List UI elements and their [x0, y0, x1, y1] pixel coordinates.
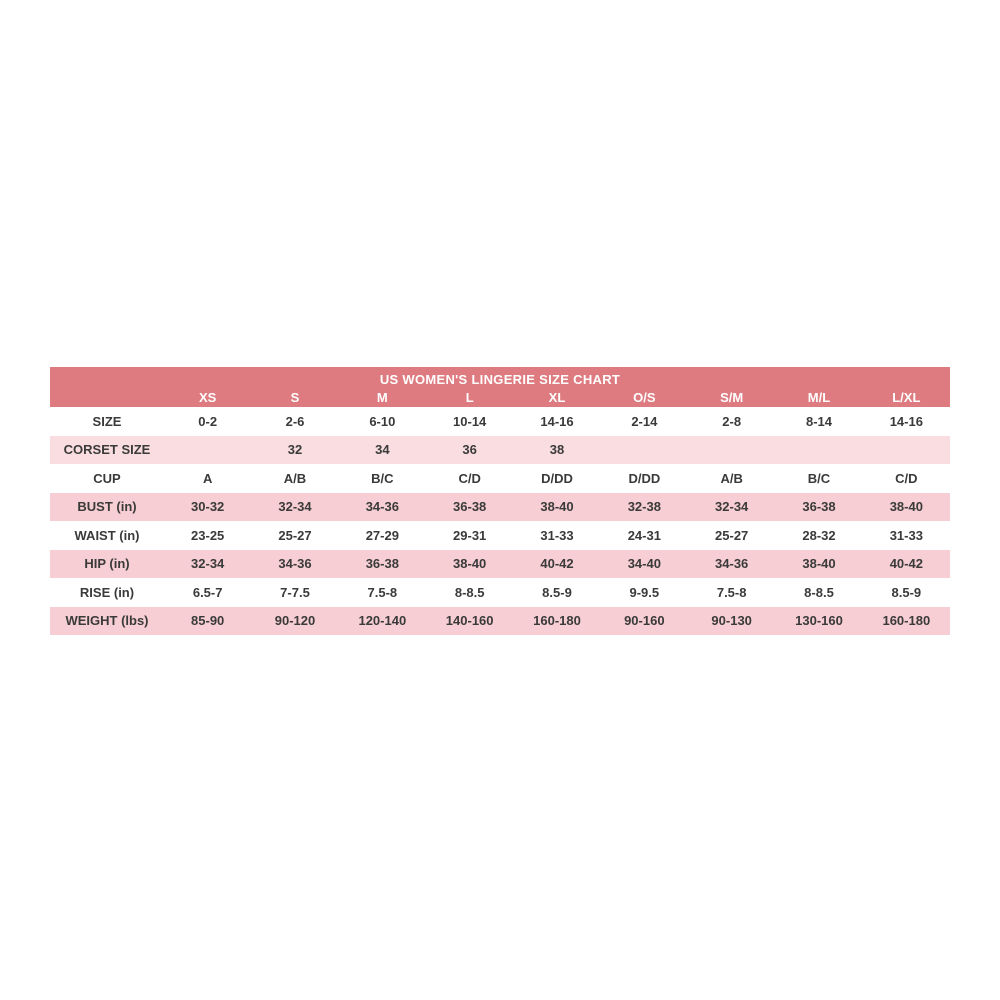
table-cell: 38	[549, 442, 565, 458]
table-cell: 34-36	[278, 556, 312, 572]
table-cell: 31-33	[889, 527, 923, 543]
table-cell: 29-31	[453, 527, 487, 543]
table-cell: 27-29	[365, 527, 399, 543]
table-cell: C/D	[895, 470, 918, 486]
table-cell: 2-14	[631, 413, 658, 429]
row-label: CORSET SIZE	[63, 442, 151, 458]
table-cell: 34-36	[715, 556, 749, 572]
row-label: RISE (in)	[79, 584, 135, 600]
table-cell: 14-16	[540, 413, 574, 429]
table-cell: 34-40	[627, 556, 661, 572]
table-row: HIP (in) 32-34 34-36 36-38 38-40 40-42 34-40 34…	[50, 549, 950, 578]
header-row: XS S M L XL O/S S/M M/L L/XL	[50, 389, 950, 407]
table-cell: 23-25	[191, 527, 225, 543]
table-cell: 38-40	[453, 556, 487, 572]
table-cell: 36-38	[453, 499, 487, 515]
table-cell: 31-33	[540, 527, 574, 543]
table-cell: 32	[287, 442, 303, 458]
table-cell: 28-32	[802, 527, 836, 543]
column-header: XS	[198, 389, 217, 405]
table-cell: A/B	[283, 470, 307, 486]
table-cell: 7-7.5	[280, 584, 310, 600]
table-row: BUST (in) 30-32 32-34 34-36 36-38 38-40 32-38 3…	[50, 492, 950, 521]
table-cell: 25-27	[278, 527, 312, 543]
table-cell: A	[202, 470, 213, 486]
table-cell: 90-130	[711, 613, 752, 629]
table-cell: 130-160	[795, 613, 843, 629]
table-cell: 40-42	[540, 556, 574, 572]
table-cell: 32-34	[191, 556, 225, 572]
table-cell: 8.5-9	[891, 584, 922, 600]
table-cell: 38-40	[802, 556, 836, 572]
table-cell: D/DD	[541, 470, 573, 486]
table-cell: 8-8.5	[804, 584, 834, 600]
table-title: US WOMEN'S LINGERIE SIZE CHART	[50, 367, 950, 389]
row-label-column-header	[50, 389, 164, 405]
table-cell: A/B	[720, 470, 743, 486]
row-label: SIZE	[92, 413, 122, 429]
table-cell: 90-120	[274, 613, 316, 629]
table-cell: 34-36	[365, 499, 399, 515]
column-header: O/S	[633, 389, 656, 405]
table-cell: 30-32	[191, 499, 225, 515]
table-cell: 32-38	[627, 499, 661, 515]
table-cell: 38-40	[889, 499, 923, 515]
column-header: XL	[548, 389, 566, 405]
table-cell: 8-8.5	[454, 584, 485, 600]
table-cell: 6-10	[369, 413, 396, 429]
column-header: S	[290, 389, 300, 405]
lingerie-size-chart-table: US WOMEN'S LINGERIE SIZE CHART XS S M L XL O/…	[50, 367, 950, 635]
row-label: BUST (in)	[77, 499, 137, 515]
table-cell: 36	[462, 442, 477, 458]
table-cell: 24-31	[627, 527, 661, 543]
table-cell: 10-14	[453, 413, 487, 429]
table-cell: 8.5-9	[542, 584, 572, 600]
table-cell: 9-9.5	[629, 584, 660, 600]
table-cell: 0-2	[198, 413, 218, 429]
table-cell: 85-90	[191, 613, 225, 629]
table-cell: 160-180	[882, 613, 931, 629]
table-row: CORSET SIZE 32 34 36 38	[50, 435, 950, 464]
table-cell: 7.5-8	[367, 584, 398, 600]
row-label: CUP	[93, 470, 121, 486]
column-header: M	[376, 389, 388, 405]
table-row: SIZE 0-2 2-6 6-10 10-14 14-16 2-14 2-8 8-14 14-16	[50, 407, 950, 436]
row-label: HIP (in)	[84, 556, 130, 572]
table-cell: 7.5-8	[716, 584, 747, 600]
table-cell: 2-6	[285, 413, 305, 429]
column-header: S/M	[720, 389, 744, 405]
column-header: L/XL	[892, 389, 921, 405]
table-cell: 160-180	[533, 613, 581, 629]
table-row: WEIGHT (lbs) 85-90 90-120 120-140 140-160 160…	[50, 606, 950, 635]
column-header: L	[465, 389, 474, 405]
table-row: WAIST (in) 23-25 25-27 27-29 29-31 31-33 24-31…	[50, 521, 950, 550]
table-body: SIZE 0-2 2-6 6-10 10-14 14-16 2-14 2-8 8-14 14-16…	[50, 407, 950, 635]
table-cell: D/DD	[628, 470, 661, 486]
table-cell: C/D	[458, 470, 481, 486]
table-cell: 36-38	[365, 556, 399, 572]
table-cell: 90-160	[624, 613, 665, 629]
table-cell: B/C	[371, 470, 394, 486]
table-cell: 6.5-7	[192, 584, 223, 600]
table-row: CUP A A/B B/C C/D D/DD D/DD A/B B/C C/D	[50, 464, 950, 493]
table-cell: B/C	[807, 470, 831, 486]
table-cell: 36-38	[802, 499, 836, 515]
table-cell: 8-14	[805, 413, 832, 429]
table-cell: 14-16	[889, 413, 923, 429]
table-cell: 34	[375, 442, 390, 458]
row-label: WEIGHT (lbs)	[65, 613, 149, 629]
table-row: RISE (in) 6.5-7 7-7.5 7.5-8 8-8.5 8.5-9 9-9.5 7…	[50, 578, 950, 607]
table-cell: 32-34	[715, 499, 749, 515]
table-cell: 2-8	[722, 413, 742, 429]
table-cell: 25-27	[715, 527, 749, 543]
table-cell: 40-42	[889, 556, 923, 572]
column-header: M/L	[807, 389, 831, 405]
table-cell: 120-140	[358, 613, 407, 629]
row-label: WAIST (in)	[74, 527, 140, 543]
table-cell: 140-160	[445, 613, 494, 629]
table-cell: 32-34	[278, 499, 312, 515]
table-cell: 38-40	[540, 499, 574, 515]
